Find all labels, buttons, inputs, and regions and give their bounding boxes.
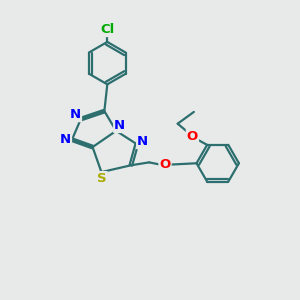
Text: N: N — [70, 108, 81, 121]
Text: S: S — [97, 172, 107, 185]
Text: N: N — [137, 135, 148, 148]
Text: O: O — [187, 130, 198, 142]
Text: O: O — [159, 158, 171, 171]
Text: Cl: Cl — [100, 23, 114, 36]
Text: N: N — [60, 133, 71, 146]
Text: N: N — [114, 119, 125, 132]
